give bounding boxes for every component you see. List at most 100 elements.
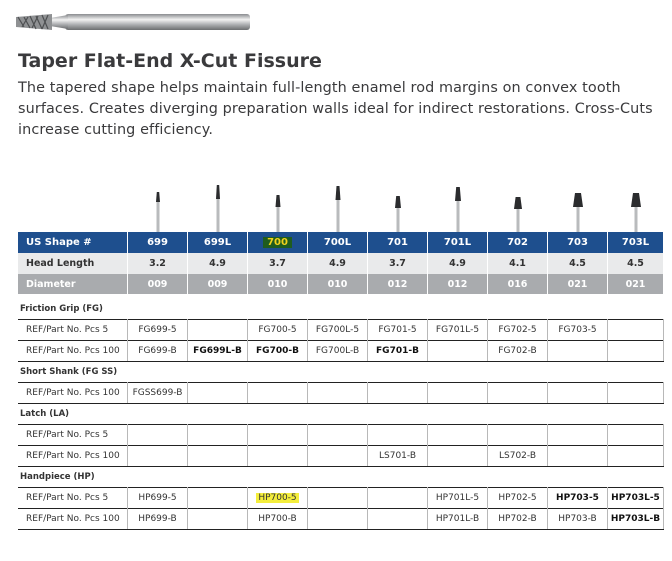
bur-shank: [216, 199, 220, 232]
empty-cell: [548, 445, 608, 466]
description-line: increase cutting efficiency.: [18, 122, 213, 138]
empty-cell: [548, 382, 608, 403]
empty-cell: [188, 424, 248, 445]
cell: FG702-5: [488, 319, 548, 340]
row-border: [18, 529, 664, 530]
row-border: [18, 361, 664, 362]
row-border: [18, 340, 664, 341]
cell: 012: [368, 274, 428, 294]
row-border: [18, 424, 664, 425]
row-label: REF/Part No. Pcs 100: [18, 340, 128, 361]
cell: 010: [248, 274, 308, 294]
row-label: REF/Part No. Pcs 5: [18, 424, 128, 445]
description-line: surfaces. Creates diverging preparation …: [18, 101, 653, 117]
row-label: REF/Part No. Pcs 100: [18, 382, 128, 403]
empty-cell: [308, 424, 368, 445]
cell: 010: [308, 274, 368, 294]
empty-cell: [428, 424, 488, 445]
cell: FG699-5: [128, 319, 188, 340]
bur-head: [216, 185, 220, 199]
bur-icons: [156, 185, 641, 232]
section-title: Handpiece (HP): [20, 471, 95, 482]
empty-cell: [308, 487, 368, 508]
empty-cell: [308, 445, 368, 466]
empty-cell: [248, 382, 308, 403]
bur-shank: [276, 207, 280, 232]
cell: 009: [128, 274, 188, 294]
empty-cell: [128, 445, 188, 466]
cell: HP700-B: [248, 508, 308, 529]
empty-cell: [308, 508, 368, 529]
bur-shank: [156, 202, 160, 232]
section-title: Friction Grip (FG): [20, 303, 103, 314]
bur-image: [16, 14, 250, 30]
empty-cell: [368, 382, 428, 403]
cell: FG699-B: [128, 340, 188, 361]
row-label: Diameter: [18, 274, 128, 294]
empty-cell: [428, 445, 488, 466]
cell: 699L: [188, 232, 248, 253]
cell: FG700L-5: [308, 319, 368, 340]
cell: 701: [368, 232, 428, 253]
cell: FG701-B: [368, 340, 428, 361]
cell: HP703-B: [548, 508, 608, 529]
cell: 4.9: [428, 253, 488, 274]
cell: 009: [188, 274, 248, 294]
bur-shank: [516, 209, 520, 232]
cell: 700: [248, 232, 308, 253]
cell: 021: [548, 274, 608, 294]
empty-cell: [608, 319, 664, 340]
empty-cell: [608, 382, 664, 403]
empty-cell: [128, 424, 188, 445]
cell: 702: [488, 232, 548, 253]
bur-shank: [576, 207, 580, 232]
cell: 3.2: [128, 253, 188, 274]
cell: 4.5: [548, 253, 608, 274]
row-label: REF/Part No. Pcs 100: [18, 445, 128, 466]
empty-cell: [248, 424, 308, 445]
row-border: [18, 403, 664, 404]
empty-cell: [368, 508, 428, 529]
empty-cell: [188, 382, 248, 403]
empty-cell: [188, 508, 248, 529]
bur-head: [156, 192, 160, 202]
product-title: Taper Flat-End X-Cut Fissure: [18, 50, 322, 72]
cell: 012: [428, 274, 488, 294]
cell: FG702-B: [488, 340, 548, 361]
bur-shank: [396, 208, 400, 232]
cell: FGSS699-B: [128, 382, 188, 403]
row-label: US Shape #: [18, 232, 128, 253]
cell: 700L: [308, 232, 368, 253]
cell: FG699L-B: [188, 340, 248, 361]
cell: HP699-5: [128, 487, 188, 508]
cell: FG700-5: [248, 319, 308, 340]
cell: HP700-5: [248, 487, 308, 508]
cell: 3.7: [368, 253, 428, 274]
cell: 4.5: [608, 253, 664, 274]
cell: LS701-B: [368, 445, 428, 466]
row-border: [18, 445, 664, 446]
row-label: Head Length: [18, 253, 128, 274]
cell: FG700-B: [248, 340, 308, 361]
empty-cell: [548, 424, 608, 445]
bur-head: [573, 193, 583, 207]
row-label: REF/Part No. Pcs 100: [18, 508, 128, 529]
empty-cell: [488, 424, 548, 445]
empty-cell: [368, 424, 428, 445]
cell: 4.9: [188, 253, 248, 274]
cell: 703: [548, 232, 608, 253]
empty-cell: [608, 424, 664, 445]
empty-cell: [548, 340, 608, 361]
cell: HP703L-5: [608, 487, 664, 508]
row-border: [18, 319, 664, 320]
empty-cell: [488, 382, 548, 403]
section-title: Short Shank (FG SS): [20, 366, 118, 377]
row-border: [18, 466, 664, 467]
row-border: [18, 382, 664, 383]
cell: 016: [488, 274, 548, 294]
cell: FG701-5: [368, 319, 428, 340]
cell: 701L: [428, 232, 488, 253]
bur-head: [631, 193, 641, 207]
empty-cell: [608, 340, 664, 361]
